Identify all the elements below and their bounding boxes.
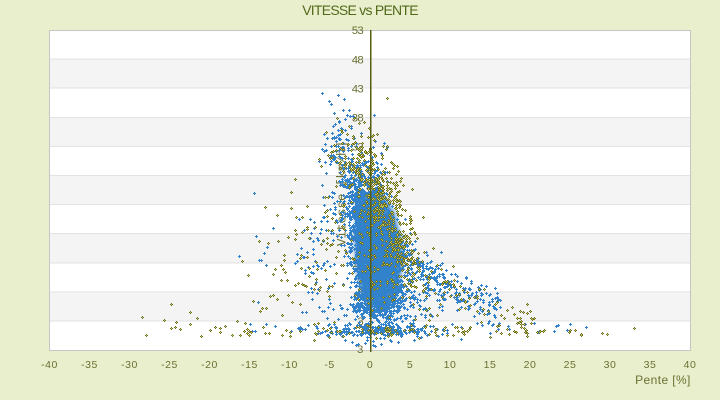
svg-text:30: 30: [604, 359, 617, 371]
svg-text:20: 20: [524, 359, 537, 371]
svg-text:8: 8: [357, 287, 363, 299]
svg-text:-30: -30: [121, 359, 138, 371]
svg-text:3: 3: [357, 344, 363, 356]
svg-text:40: 40: [684, 359, 697, 371]
svg-text:10: 10: [444, 359, 457, 371]
svg-text:VITESSE vs PENTE: VITESSE vs PENTE: [302, 2, 418, 18]
svg-text:53: 53: [352, 25, 364, 37]
svg-text:48: 48: [352, 54, 364, 66]
svg-text:43: 43: [352, 83, 364, 95]
svg-text:0: 0: [367, 359, 373, 371]
svg-text:-10: -10: [281, 359, 298, 371]
svg-text:-15: -15: [241, 359, 258, 371]
svg-text:-35: -35: [81, 359, 98, 371]
svg-text:Pente [%]: Pente [%]: [635, 373, 691, 387]
svg-text:-25: -25: [161, 359, 178, 371]
svg-text:-20: -20: [201, 359, 218, 371]
svg-text:5: 5: [407, 359, 413, 371]
svg-text:-5: -5: [324, 359, 334, 371]
svg-text:-40: -40: [41, 359, 58, 371]
svg-text:35: 35: [644, 359, 657, 371]
svg-text:38: 38: [352, 112, 364, 124]
svg-text:15: 15: [484, 359, 497, 371]
svg-text:25: 25: [564, 359, 577, 371]
